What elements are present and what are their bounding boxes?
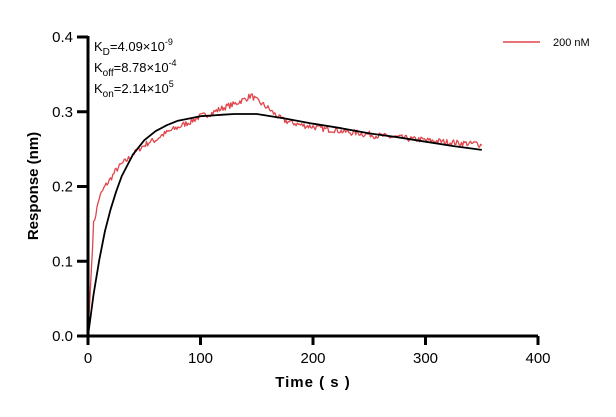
k-subscript: D <box>103 47 110 58</box>
annotation-D: KD=4.09×10-9 <box>94 37 173 58</box>
k-symbol: K <box>94 81 103 96</box>
y-tick-label: 0.2 <box>52 179 73 196</box>
y-tick-label: 0.4 <box>52 29 73 46</box>
k-symbol: K <box>94 60 103 75</box>
x-tick-label: 100 <box>188 350 213 367</box>
y-tick-label: 0.3 <box>52 104 73 121</box>
k-subscript: on <box>103 89 114 100</box>
x-tick-label: 200 <box>300 350 325 367</box>
k-exponent: -9 <box>165 37 173 47</box>
axes: 0 100 200 300 400 0.0 0.1 0.2 0.3 0.4 <box>52 29 550 367</box>
k-exponent: -4 <box>169 58 177 68</box>
fit-curve-line <box>87 113 482 337</box>
k-value: =4.09×10 <box>110 39 165 54</box>
annotation-on: Kon=2.14×105 <box>94 79 174 100</box>
legend: 200 nM <box>503 37 590 49</box>
k-value: =8.78×10 <box>114 60 169 75</box>
k-value: =2.14×10 <box>114 81 169 96</box>
y-axis-label: Response (nm) <box>25 132 42 240</box>
y-tick-label: 0.1 <box>52 253 73 270</box>
y-tick-label: 0.0 <box>52 328 73 345</box>
k-exponent: 5 <box>169 79 174 89</box>
x-axis-label: Time ( s ) <box>275 374 351 391</box>
k-subscript: off <box>103 68 114 79</box>
legend-label-200nm: 200 nM <box>553 37 590 49</box>
series-layer <box>87 93 483 337</box>
annotation-off: Koff=8.78×10-4 <box>94 58 177 79</box>
k-symbol: K <box>94 39 103 54</box>
x-tick-label: 400 <box>525 350 550 367</box>
x-tick-label: 300 <box>413 350 438 367</box>
x-tick-label: 0 <box>84 350 92 367</box>
series-200nm-line <box>87 93 483 337</box>
